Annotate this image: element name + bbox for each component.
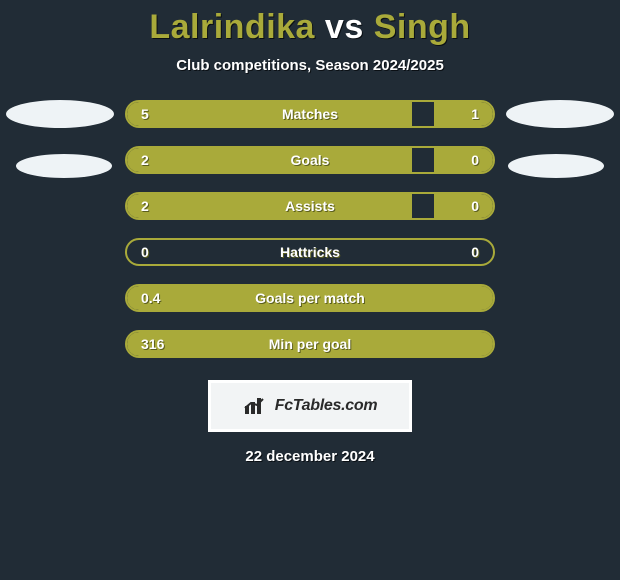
stat-label: Goals xyxy=(291,152,330,168)
player1-avatar-placeholder-top xyxy=(6,100,114,128)
subtitle: Club competitions, Season 2024/2025 xyxy=(0,57,620,74)
stat-label: Assists xyxy=(285,198,335,214)
stat-label: Matches xyxy=(282,106,338,122)
brand-text: FcTables.com xyxy=(275,397,378,415)
stat-fill-left xyxy=(127,102,412,126)
player2-name: Singh xyxy=(374,8,471,46)
stat-value-left: 316 xyxy=(141,336,164,352)
vs-label: vs xyxy=(325,8,364,46)
player2-avatar-placeholder-top xyxy=(506,100,614,128)
stat-bar-matches: 5 Matches 1 xyxy=(125,100,495,128)
stat-bar-assists: 2 Assists 0 xyxy=(125,192,495,220)
player2-avatar-placeholder-bottom xyxy=(508,154,604,178)
player1-name: Lalrindika xyxy=(149,8,315,46)
comparison-arena: 5 Matches 1 2 Goals 0 2 Assists 0 0 Hatt… xyxy=(0,100,620,358)
stat-fill-left xyxy=(127,148,412,172)
stat-fill-left xyxy=(127,194,412,218)
stat-value-right: 1 xyxy=(471,106,479,122)
stat-fill-right xyxy=(434,148,493,172)
stat-bar-min-per-goal: 316 Min per goal xyxy=(125,330,495,358)
stat-fill-right xyxy=(434,102,493,126)
footer-date: 22 december 2024 xyxy=(0,448,620,465)
stat-fill-right xyxy=(434,194,493,218)
comparison-title: Lalrindika vs Singh xyxy=(0,0,620,47)
brand-logo-icon xyxy=(243,396,269,416)
stat-value-left: 0.4 xyxy=(141,290,160,306)
stat-value-left: 5 xyxy=(141,106,149,122)
stat-value-right: 0 xyxy=(471,198,479,214)
stat-bars: 5 Matches 1 2 Goals 0 2 Assists 0 0 Hatt… xyxy=(125,100,495,358)
player1-avatar-placeholder-bottom xyxy=(16,154,112,178)
stat-bar-goals: 2 Goals 0 xyxy=(125,146,495,174)
stat-label: Min per goal xyxy=(269,336,351,352)
stat-value-left: 2 xyxy=(141,152,149,168)
stat-label: Hattricks xyxy=(280,244,340,260)
stat-value-left: 0 xyxy=(141,244,149,260)
stat-value-right: 0 xyxy=(471,244,479,260)
brand-badge[interactable]: FcTables.com xyxy=(208,380,412,432)
stat-label: Goals per match xyxy=(255,290,365,306)
stat-bar-goals-per-match: 0.4 Goals per match xyxy=(125,284,495,312)
stat-value-left: 2 xyxy=(141,198,149,214)
stat-bar-hattricks: 0 Hattricks 0 xyxy=(125,238,495,266)
stat-value-right: 0 xyxy=(471,152,479,168)
